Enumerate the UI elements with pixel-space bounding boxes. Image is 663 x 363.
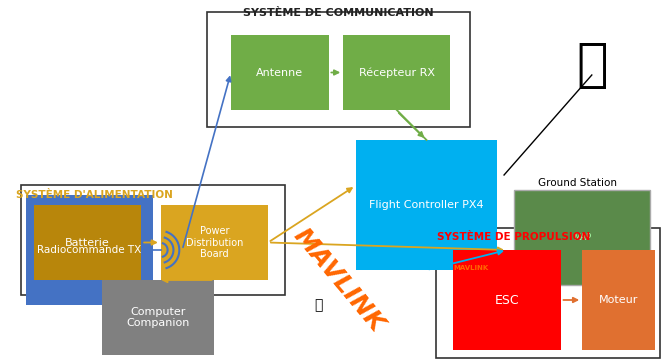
Text: Moteur: Moteur: [599, 295, 638, 305]
Bar: [582, 250, 655, 350]
Text: Antenne: Antenne: [256, 68, 303, 77]
Text: ESC: ESC: [495, 294, 519, 306]
Text: Ground Station: Ground Station: [538, 178, 617, 188]
Bar: [27, 195, 153, 305]
Text: Récepteur RX: Récepteur RX: [359, 67, 435, 78]
Text: MAP: MAP: [573, 232, 591, 241]
Text: 🛰: 🛰: [576, 39, 607, 91]
Bar: [356, 140, 497, 270]
Bar: [207, 12, 470, 127]
Bar: [21, 185, 284, 295]
Bar: [343, 35, 450, 110]
Text: SYSTÈME DE PROPULSION: SYSTÈME DE PROPULSION: [437, 232, 591, 242]
Text: Radiocommande TX: Radiocommande TX: [37, 245, 142, 255]
Bar: [160, 205, 268, 280]
Bar: [34, 205, 141, 280]
Bar: [453, 250, 561, 350]
Bar: [436, 228, 660, 358]
Text: 🔥: 🔥: [314, 298, 323, 312]
Text: Power
Distribution
Board: Power Distribution Board: [186, 226, 243, 259]
Text: MAVLINK: MAVLINK: [453, 265, 489, 271]
Bar: [102, 280, 214, 355]
Text: SYSTÈME DE COMMUNICATION: SYSTÈME DE COMMUNICATION: [243, 8, 434, 18]
Text: SYSTÈME D'ALIMENTATION: SYSTÈME D'ALIMENTATION: [16, 190, 173, 200]
Text: MAVLINK: MAVLINK: [288, 224, 389, 337]
Text: Computer
Companion: Computer Companion: [127, 307, 190, 328]
Text: Batterie: Batterie: [65, 237, 110, 248]
Text: Flight Controller PX4: Flight Controller PX4: [369, 200, 484, 210]
Bar: [514, 190, 650, 285]
Bar: [231, 35, 328, 110]
